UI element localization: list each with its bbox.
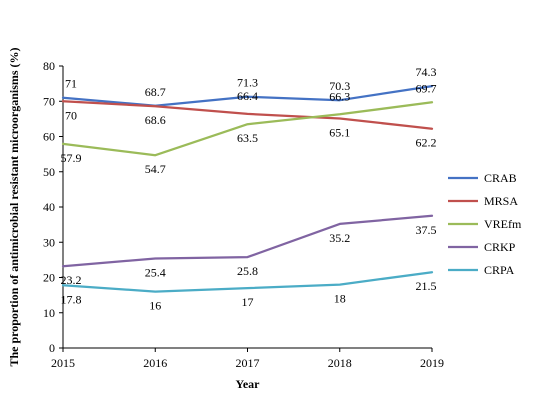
data-label-crkp: 25.8 [237,264,258,278]
x-axis-title: Year [236,377,261,391]
data-label-mrsa: 66.4 [237,89,258,103]
data-label-crpa: 21.5 [416,279,437,293]
x-tick-label: 2018 [328,356,352,370]
data-label-crab: 71.3 [237,76,258,90]
series-line-mrsa [61,100,434,130]
y-ticks: 0 10 20 30 40 50 60 70 80 [43,59,63,355]
legend-label-vrefm: VREfm [484,217,522,231]
legend-label-mrsa: MRSA [484,194,518,208]
y-tick-label: 50 [43,165,55,179]
legend-label-crkp: CRKP [484,240,516,254]
series-lines [61,84,434,293]
y-tick-label: 30 [43,235,55,249]
data-label-crpa: 18 [334,292,346,306]
x-tick-label: 2015 [51,356,75,370]
data-label-crkp: 37.5 [416,223,437,237]
data-label-mrsa: 65.1 [329,126,350,140]
x-tick-label: 2016 [143,356,167,370]
data-label-mrsa: 68.6 [145,113,166,127]
data-label-vrefm: 69.7 [416,81,437,95]
data-label-vrefm: 57.9 [61,151,82,165]
x-tick-label: 2017 [236,356,260,370]
data-label-crab: 68.7 [145,85,166,99]
data-label-crkp: 35.2 [329,231,350,245]
series-line-crkp [61,214,434,268]
y-tick-label: 80 [43,59,55,73]
data-label-vrefm: 66.3 [329,89,350,103]
series-line-vrefm [61,101,434,157]
data-label-crpa: 16 [149,299,161,313]
data-labels: 71 68.7 71.3 70.3 74.3 70 68.6 66.4 65.1 62.2 57.9… [61,65,437,313]
data-label-crpa: 17 [242,295,254,309]
legend: CRAB MRSA VREfm CRKP CRPA [448,171,522,277]
data-label-mrsa: 62.2 [416,136,437,150]
series-line-crab [61,84,434,107]
data-label-crkp: 25.4 [145,265,166,279]
data-label-crpa: 17.8 [61,292,82,306]
data-label-vrefm: 54.7 [145,162,166,176]
y-tick-label: 40 [43,200,55,214]
data-label-mrsa: 70 [65,108,77,122]
y-tick-label: 10 [43,306,55,320]
y-tick-label: 70 [43,94,55,108]
x-ticks: 2015 2016 2017 2018 2019 [51,348,444,370]
legend-label-crab: CRAB [484,171,517,185]
data-label-vrefm: 63.5 [237,131,258,145]
y-tick-label: 0 [49,341,55,355]
data-label-crab: 70.3 [329,79,350,93]
legend-label-crpa: CRPA [484,263,515,277]
data-label-crab: 74.3 [416,65,437,79]
data-label-crab: 71 [65,77,77,91]
x-tick-label: 2019 [420,356,444,370]
data-label-crkp: 23.2 [61,273,82,287]
y-tick-label: 20 [43,271,55,285]
y-axis-title: The proportion of antimicrobial resistan… [7,47,21,366]
y-tick-label: 60 [43,130,55,144]
series-line-crpa [61,271,434,293]
